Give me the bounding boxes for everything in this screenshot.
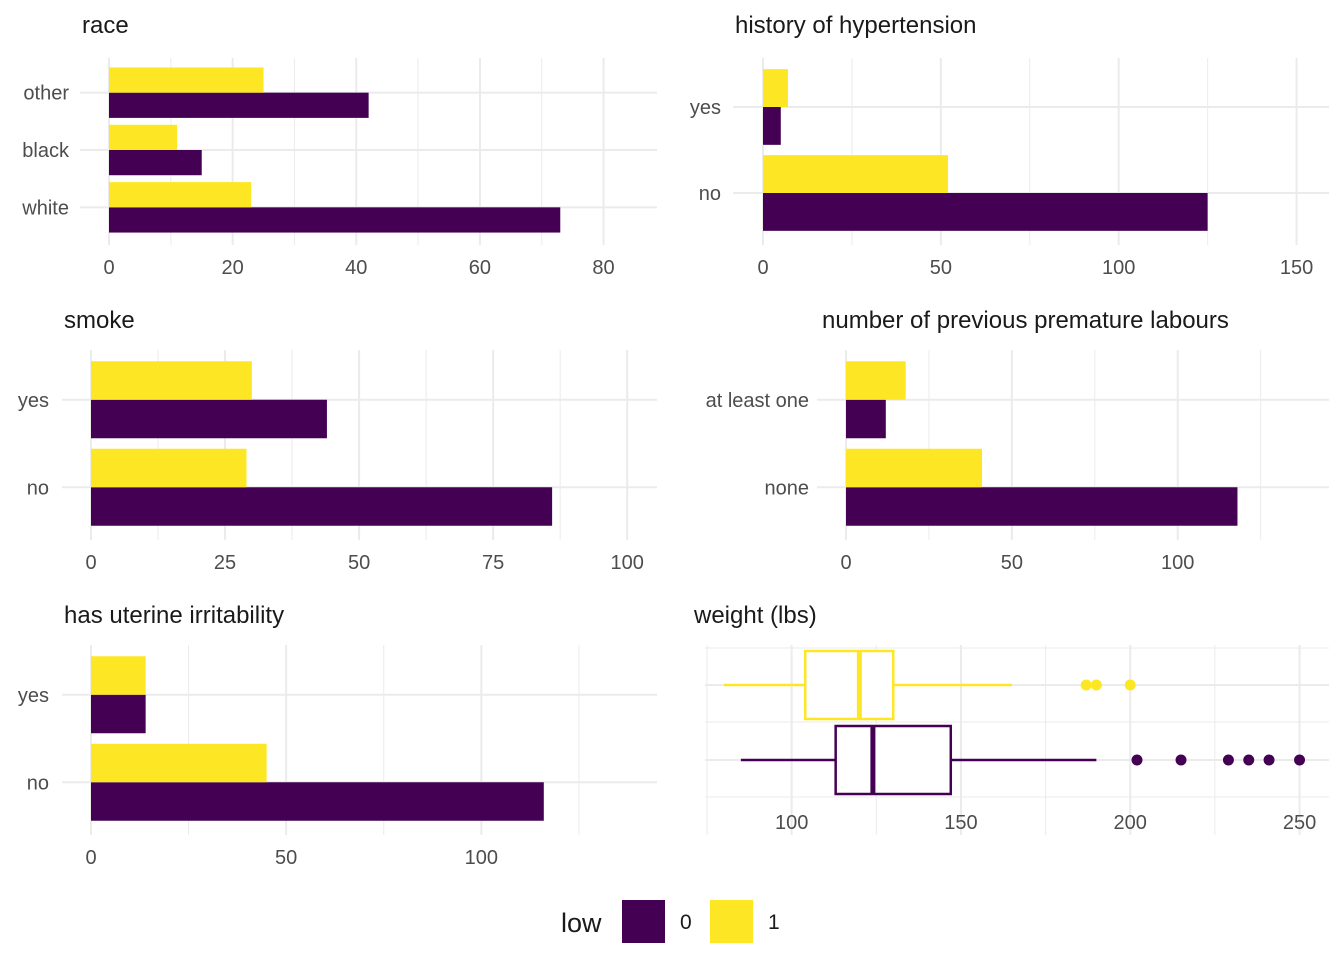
legend-label: 0 <box>680 911 692 934</box>
outlier-point <box>1080 679 1092 691</box>
x-tick-label: 60 <box>469 257 491 279</box>
bar-ui-yes-low-0 <box>91 694 146 734</box>
bar-ht-yes-low-1 <box>763 69 788 107</box>
bar-smoke-no-low-1 <box>91 448 247 488</box>
bar-ptl-none-low-0 <box>846 487 1238 526</box>
bar-race-other-low-0 <box>109 92 369 118</box>
x-tick-label: 100 <box>775 812 808 834</box>
bar-race-other-low-1 <box>109 67 264 93</box>
x-tick-label: 200 <box>1114 812 1147 834</box>
legend: low 0 1 <box>561 900 780 943</box>
y-category-label: black <box>22 140 70 162</box>
x-tick-label: 0 <box>85 847 96 869</box>
bar-ui-yes-low-1 <box>91 656 146 695</box>
panel-ptl: number of previous premature labours 0 50 1… <box>706 307 1329 574</box>
legend-key-low-1 <box>710 900 753 943</box>
x-tick-label: 0 <box>103 257 114 279</box>
x-tick-label: 50 <box>348 552 370 574</box>
x-tick-label: 75 <box>482 552 504 574</box>
x-tick-label: 150 <box>1280 257 1313 279</box>
bar-ht-no-low-1 <box>763 155 948 193</box>
box-iqr <box>803 649 895 721</box>
y-category-label: yes <box>18 390 49 412</box>
x-tick-label: 250 <box>1283 812 1316 834</box>
x-tick-label: 100 <box>611 552 644 574</box>
bar-smoke-yes-low-1 <box>91 361 252 400</box>
bar-ht-no-low-0 <box>763 193 1208 231</box>
panel-smoke: smoke 0 25 50 75 100 no yes <box>18 307 657 574</box>
panel-title: race <box>82 12 129 39</box>
panel-lwt: weight (lbs) 100 150 200 250 <box>693 602 1329 835</box>
panel-title: weight (lbs) <box>693 602 817 629</box>
bar-ui-no-low-1 <box>91 743 267 783</box>
outlier-point <box>1222 754 1234 766</box>
x-tick-label: 80 <box>592 257 614 279</box>
y-category-label: none <box>765 477 810 499</box>
x-tick-label: 100 <box>1102 257 1135 279</box>
bar-ptl-none-low-1 <box>846 448 983 488</box>
y-category-label: other <box>23 83 69 105</box>
y-category-label: no <box>27 477 49 499</box>
panel-title: number of previous premature labours <box>822 307 1229 334</box>
outlier-point <box>1131 754 1143 766</box>
bar-race-black-low-1 <box>109 124 177 150</box>
y-category-label: no <box>27 772 49 794</box>
box-iqr <box>834 724 953 796</box>
x-tick-label: 100 <box>465 847 498 869</box>
y-category-label: yes <box>690 97 721 119</box>
outlier-point <box>1294 754 1306 766</box>
x-tick-label: 50 <box>1001 552 1023 574</box>
x-tick-label: 100 <box>1161 552 1194 574</box>
bar-ptl-at-least-one-low-1 <box>846 361 906 400</box>
bar-smoke-yes-low-0 <box>91 399 327 439</box>
x-tick-label: 0 <box>85 552 96 574</box>
y-category-label: yes <box>18 685 49 707</box>
panel-ui: has uterine irritability 0 50 100 no yes <box>18 602 657 869</box>
panel-title: has uterine irritability <box>64 602 284 629</box>
y-category-label: white <box>21 197 69 219</box>
panel-ht: history of hypertension 0 50 100 150 no yes <box>690 12 1329 279</box>
outlier-point <box>1243 754 1255 766</box>
x-tick-label: 50 <box>930 257 952 279</box>
outlier-point <box>1263 754 1275 766</box>
panel-race: race 0 20 40 60 80 white black other <box>21 12 657 279</box>
panel-title: smoke <box>64 307 135 334</box>
x-tick-label: 20 <box>222 257 244 279</box>
bar-race-black-low-0 <box>109 150 202 176</box>
x-tick-label: 25 <box>214 552 236 574</box>
y-category-label: at least one <box>706 390 809 412</box>
x-tick-label: 0 <box>840 552 851 574</box>
bar-ptl-at-least-one-low-0 <box>846 399 886 439</box>
x-tick-label: 40 <box>345 257 367 279</box>
legend-key-low-0 <box>622 900 665 943</box>
bar-race-white-low-0 <box>109 207 561 233</box>
outlier-point <box>1175 754 1187 766</box>
legend-title: low <box>561 908 602 938</box>
panel-title: history of hypertension <box>735 12 976 39</box>
outlier-point <box>1090 679 1102 691</box>
x-tick-label: 50 <box>275 847 297 869</box>
bar-ui-no-low-0 <box>91 782 544 821</box>
boxplot-low-0 <box>740 724 1306 796</box>
x-tick-label: 150 <box>944 812 977 834</box>
legend-label: 1 <box>768 911 780 934</box>
y-category-label: no <box>699 183 721 205</box>
bar-ht-yes-low-0 <box>763 107 781 145</box>
bar-smoke-no-low-0 <box>91 487 553 526</box>
boxplot-low-1 <box>723 649 1136 721</box>
bar-race-white-low-1 <box>109 182 252 208</box>
x-tick-label: 0 <box>757 257 768 279</box>
outlier-point <box>1124 679 1136 691</box>
